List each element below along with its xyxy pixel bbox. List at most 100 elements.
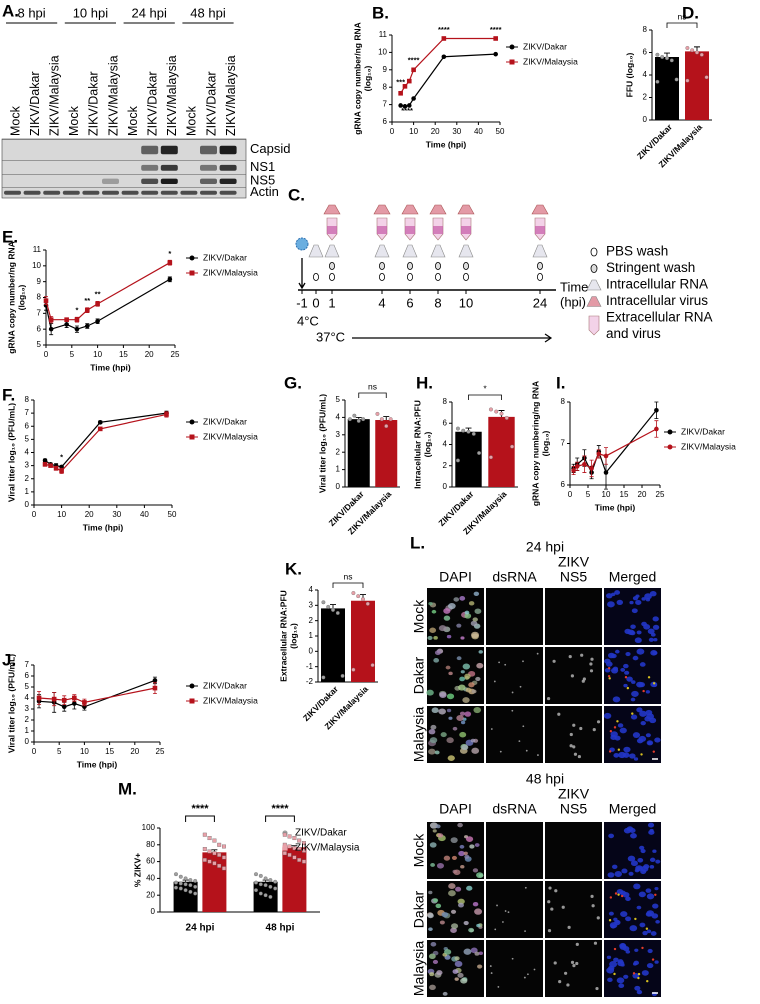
nucleus [607,601,615,608]
nucleus [453,597,460,602]
nucleus [438,708,446,715]
signal [547,929,552,933]
data-dot [340,673,345,678]
micrograph [486,940,543,997]
signal [523,976,526,979]
y-axis-label: (log₁₀) [362,65,372,91]
panel-letter: L. [410,533,425,552]
data-dot [655,52,660,57]
significance-bracket [468,394,502,400]
flask-icon [374,244,390,258]
temperature-label: 37°C [316,329,345,344]
signal [522,725,525,728]
data-point [72,701,77,706]
signal [613,726,617,729]
nucleus [428,601,433,606]
data-dot [174,872,178,877]
nucleus [462,663,471,670]
data-dot [183,888,188,893]
signal [525,749,528,752]
nucleus [458,850,465,857]
nucleus [608,965,615,971]
signal [490,728,493,730]
nucleus [633,960,639,965]
error-bar [330,604,336,609]
signal [552,659,556,663]
data-point [402,104,408,109]
data-dot [282,851,287,856]
nucleus [637,857,644,863]
annotation: ** [84,296,90,305]
x-tick-label: 15 [620,490,629,499]
band-label: Capsid [250,141,290,156]
signal [624,676,628,679]
y-axis-label: Intracellular RNA:PFU [412,400,422,489]
nucleus [612,696,621,703]
nucleus [610,924,616,929]
nucleus [459,596,466,601]
nucleus [476,923,481,928]
signal [607,674,611,678]
x-tick-label: 15 [119,350,128,359]
signal [572,964,576,968]
signal [494,928,497,931]
signal [617,748,621,751]
legend-marker [667,429,673,435]
series-line [44,412,167,468]
data-dot [273,879,278,884]
band-label: NS1 [250,159,275,174]
legend-label: ZIKV/Malaysia [295,843,360,854]
nucleus [645,690,650,694]
data-dot [183,882,188,887]
y-tick-label: 7 [25,408,30,417]
x-tick-label: 40 [140,510,149,519]
nucleus [652,849,657,853]
y-tick-label: 0 [643,115,648,124]
nucleus [472,868,479,873]
nucleus [654,737,661,743]
legend-label: ZIKV/Dakar [203,680,247,690]
data-dot [193,884,198,889]
data-dot [326,604,331,609]
data-dot [321,675,326,680]
nucleus [654,960,659,964]
x-tick-label: 30 [452,127,461,136]
nucleus [640,848,646,854]
data-point [74,317,80,322]
nucleus [613,753,620,758]
y-tick-label: 8 [443,397,448,406]
y-tick-label: 5 [25,682,30,691]
y-tick-label: 0 [443,482,448,491]
nucleus [630,833,637,839]
signal [569,732,573,737]
lane-label: Mock [126,105,140,136]
data-dot [222,866,226,871]
data-point [441,36,447,41]
nucleus [453,869,461,876]
nucleus [430,863,436,867]
data-dot [287,844,292,849]
data-dot [292,836,297,841]
row-label: Malaysia [411,941,427,996]
nucleus [471,689,477,694]
bar [375,420,398,487]
annotation: ns [678,11,687,21]
x-tick-label: 0 [568,490,573,499]
nucleus [433,658,440,663]
data-dot [273,886,278,891]
nucleus [629,925,638,932]
nucleus [652,616,659,622]
group-label: 48 hpi [190,5,226,20]
micrograph [545,822,602,879]
nucleus [458,684,466,691]
data-dot [665,56,669,61]
data-dot [504,415,509,420]
signal [645,927,649,930]
column-header: dsRNA [492,801,537,817]
time-label: 4 [378,295,385,310]
y-tick-label: 7 [37,308,42,317]
data-dot [258,873,263,878]
column-header: Merged [609,569,656,585]
column-header: ZIKV [558,786,590,802]
